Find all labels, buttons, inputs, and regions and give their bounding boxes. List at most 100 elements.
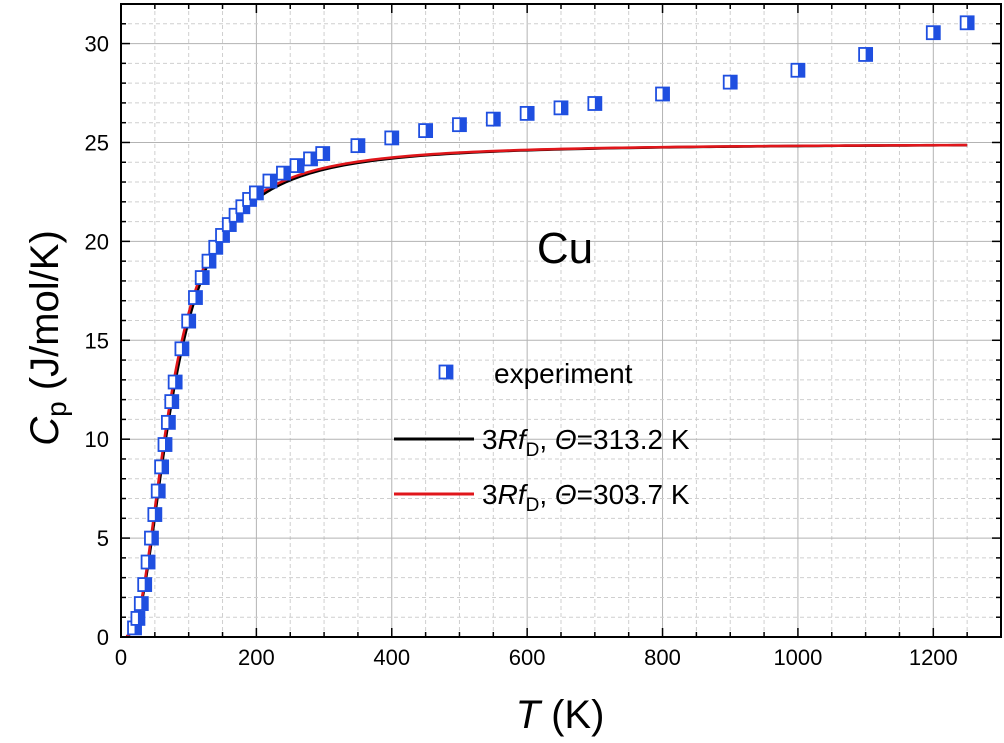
data-point — [262, 173, 278, 189]
marker-fill — [967, 16, 974, 30]
x-axis-title: T (K) — [516, 693, 605, 737]
data-point — [160, 414, 176, 430]
marker-fill — [446, 365, 453, 379]
data-point — [925, 25, 941, 41]
data-point — [303, 151, 318, 167]
data-point — [140, 554, 156, 570]
data-point — [147, 507, 163, 522]
data-point — [248, 185, 264, 201]
marker-fill — [188, 314, 196, 328]
series-line-theta-303.7 — [125, 143, 968, 637]
data-point — [201, 253, 217, 269]
data-point — [315, 146, 331, 161]
marker-fill — [310, 152, 318, 166]
marker-fill — [594, 96, 602, 110]
marker-fill — [236, 208, 243, 222]
marker-fill — [209, 254, 216, 268]
series-line-theta-313.2 — [125, 143, 968, 637]
y-tick-label: 0 — [97, 625, 109, 650]
legend-marker-symbol — [438, 364, 454, 380]
data-point — [157, 437, 173, 452]
x-tick-label: 800 — [644, 645, 681, 670]
axis-ticks: 0 200 400 600 800 1000 1200 0 5 10 15 20 25 30 — [85, 3, 1002, 670]
marker-fill — [154, 508, 162, 522]
marker-fill — [527, 106, 534, 120]
marker-fill — [222, 228, 230, 242]
marker-fill — [561, 101, 568, 115]
marker-fill — [459, 118, 466, 132]
data-point — [384, 130, 400, 146]
marker-fill — [165, 438, 172, 452]
marker-fill — [283, 166, 290, 180]
data-point — [350, 138, 366, 154]
marker-fill — [933, 26, 940, 40]
marker-fill — [229, 218, 236, 232]
y-tick-label: 5 — [97, 526, 109, 551]
marker-fill — [171, 395, 179, 409]
series-group — [125, 15, 975, 637]
marker-fill — [357, 139, 365, 153]
data-point — [188, 290, 203, 305]
marker-fill — [175, 375, 182, 389]
x-tick-label: 600 — [509, 645, 546, 670]
data-point — [418, 123, 434, 138]
marker-fill — [148, 555, 155, 569]
data-point — [167, 374, 183, 390]
data-point — [519, 105, 535, 121]
data-point — [276, 165, 291, 181]
data-point — [133, 596, 149, 611]
marker-fill — [256, 186, 263, 200]
marker-fill — [865, 47, 873, 61]
marker-fill — [322, 147, 330, 161]
plot-area — [125, 15, 975, 637]
y-tick-label: 15 — [85, 328, 109, 353]
x-tick-label: 200 — [238, 645, 275, 670]
marker-fill — [730, 75, 737, 89]
data-point — [154, 459, 170, 475]
marker-fill — [137, 611, 145, 625]
x-tick-label: 1200 — [909, 645, 958, 670]
data-point — [137, 577, 153, 592]
marker-fill — [144, 578, 152, 592]
marker-fill — [662, 87, 670, 101]
legend-label-303: 3RfD, Θ=303.7 K — [482, 479, 690, 516]
marker-fill — [297, 159, 304, 173]
marker-fill — [151, 531, 158, 545]
marker-fill — [215, 240, 223, 254]
y-tick-label: 30 — [85, 32, 109, 57]
data-point — [194, 270, 210, 285]
data-point — [150, 483, 166, 499]
marker-fill — [158, 484, 165, 498]
y-tick-label: 25 — [85, 130, 109, 155]
data-point — [452, 117, 467, 133]
annotation-cu: Cu — [537, 224, 593, 273]
data-point — [208, 239, 224, 255]
data-point — [655, 86, 670, 102]
marker-fill — [493, 112, 500, 126]
marker-fill — [391, 131, 399, 145]
legend-label-experiment: experiment — [494, 358, 633, 389]
y-tick-label: 10 — [85, 427, 109, 452]
data-point — [289, 158, 305, 174]
marker-fill — [141, 597, 148, 611]
marker-fill — [797, 63, 805, 77]
marker-fill — [134, 621, 142, 635]
marker-fill — [202, 271, 209, 285]
x-tick-label: 1000 — [773, 645, 822, 670]
marker-fill — [425, 124, 433, 138]
data-point — [174, 341, 190, 357]
data-point — [164, 394, 180, 410]
y-axis-title: Cp (J/mol/K) — [23, 230, 72, 446]
data-point — [130, 611, 146, 626]
data-point — [587, 96, 603, 111]
marker-fill — [269, 174, 277, 188]
legend-marker-experiment — [438, 364, 454, 380]
data-point — [959, 15, 975, 31]
y-tick-label: 20 — [85, 229, 109, 254]
data-point — [722, 74, 738, 90]
legend: experiment 3RfD, Θ=313.2 K 3RfD, Θ=303.7… — [394, 358, 690, 516]
data-point — [790, 62, 806, 78]
grid — [121, 4, 1001, 637]
data-point — [181, 313, 197, 329]
